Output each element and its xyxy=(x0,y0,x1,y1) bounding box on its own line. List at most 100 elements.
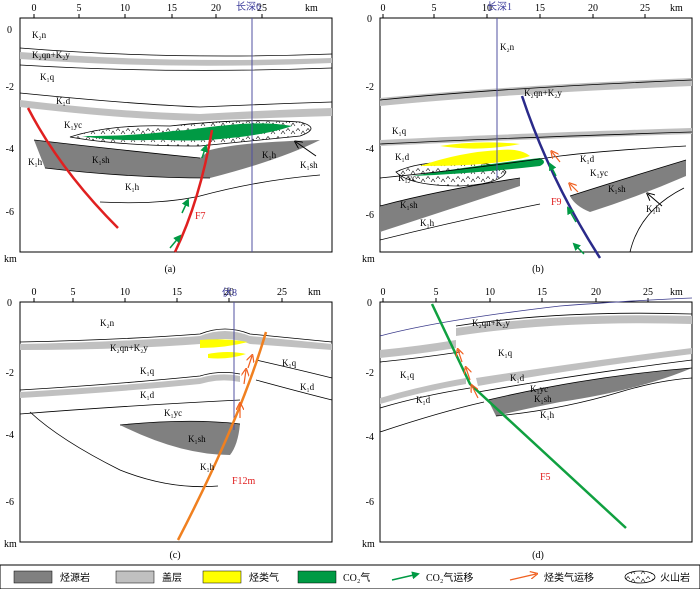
caprock-layer xyxy=(20,100,332,121)
hydrocarbon-migration-arrow xyxy=(570,184,579,193)
legend-item: CO₂气 xyxy=(297,570,370,584)
y-tick-label: -2 xyxy=(366,368,374,379)
panel-c-x-axis: 0 5 10 15 20 25 km xyxy=(32,287,321,302)
caprock-layer xyxy=(456,315,692,336)
x-tick-label: 20 xyxy=(211,3,221,14)
fault-line xyxy=(173,129,214,253)
y-tick-label: -6 xyxy=(366,497,374,508)
formation-label: K₁sh xyxy=(92,155,110,165)
formation-label: K₁d xyxy=(416,395,431,405)
formation-label: K₂n xyxy=(32,30,47,40)
hydrocarbon-gas-zone xyxy=(420,149,530,166)
co2-migration-arrow xyxy=(572,242,585,255)
formation-label: K₁sh xyxy=(534,394,552,404)
legend-label: 火山岩 xyxy=(660,571,690,584)
formation-label: K₁h xyxy=(420,218,435,228)
x-tick-label: 25 xyxy=(277,287,287,298)
panel-d: 0 5 10 15 20 25 km 0 -2 -4 -6 km F5 xyxy=(362,287,693,561)
x-tick-label: 25 xyxy=(643,287,653,298)
legend-item: 火山岩 xyxy=(624,570,690,584)
panel-a: 0 5 10 15 20 25 km 0 -2 -4 -6 km xyxy=(4,1,333,275)
well-label: 伏8 xyxy=(222,286,237,299)
x-tick-label: 20 xyxy=(591,287,601,298)
fault-line xyxy=(430,303,627,529)
legend-label: 烃类气运移 xyxy=(544,571,594,584)
x-tick-label: 15 xyxy=(172,287,182,298)
formation-label: K₁d xyxy=(300,382,315,392)
x-tick-label: 20 xyxy=(224,287,234,298)
panel-d-y-axis: 0 -2 -4 -6 km xyxy=(362,298,375,550)
y-tick-label: 0 xyxy=(367,14,372,25)
formation-label: K₁h xyxy=(200,462,215,472)
panel-c-frame xyxy=(19,301,333,543)
hydrocarbon-migration-arrow xyxy=(248,356,252,369)
x-tick-label: 5 xyxy=(71,287,76,298)
hydrocarbon-gas-swatch xyxy=(202,570,242,584)
formation-label: K₂qn+K₂y xyxy=(110,343,148,353)
panel-a-x-axis: 0 5 10 15 20 25 km xyxy=(32,3,318,18)
legend-label: 盖层 xyxy=(162,571,182,584)
y-tick-label: -2 xyxy=(6,368,14,379)
source-rock-layer xyxy=(380,178,520,232)
formation-label: K₂qn+K₂y xyxy=(32,50,70,60)
y-tick-label: -6 xyxy=(6,497,14,508)
x-tick-label: 0 xyxy=(381,287,386,298)
x-tick-label: 0 xyxy=(32,3,37,14)
formation-label: K₂n xyxy=(500,42,515,52)
formation-label: K₁h xyxy=(262,150,277,160)
formation-label: K₁yc xyxy=(64,120,82,130)
formation-label: K₂qn+K₂y xyxy=(524,88,562,98)
fault-line xyxy=(520,95,602,259)
legend-item: 烃源岩 xyxy=(13,570,90,584)
x-tick-label: 10 xyxy=(485,287,495,298)
well-label: 长深6 xyxy=(236,1,261,13)
source-rock-layer xyxy=(570,160,686,212)
formation-label: K₁d xyxy=(510,373,525,383)
source-rock-layer xyxy=(34,140,320,178)
hydrocarbon-gas-zone xyxy=(440,142,520,149)
x-tick-label: 5 xyxy=(77,3,82,14)
panel-b-y-axis: 0 -2 -4 -6 km xyxy=(362,14,375,265)
panel-caption: (d) xyxy=(532,550,544,561)
formation-label: K₁yc xyxy=(164,408,182,418)
formation-label: K₁h xyxy=(646,204,661,214)
volcanic-rock-swatch xyxy=(624,570,656,584)
y-unit-label: km xyxy=(362,254,375,265)
x-tick-label: 0 xyxy=(381,3,386,14)
x-tick-label: 25 xyxy=(257,3,267,14)
caprock-swatch xyxy=(115,570,155,584)
green-arrow-icon xyxy=(391,571,420,581)
x-tick-label: 10 xyxy=(120,287,130,298)
formation-label: K₁q xyxy=(40,72,55,82)
x-tick-label: 0 xyxy=(32,287,37,298)
hydrocarbon-gas-zone xyxy=(208,352,246,359)
legend: 烃源岩 盖层 烃类气 CO₂气 CO₂气运移 烃类气运移 火山岩 xyxy=(0,564,700,589)
x-tick-label: 25 xyxy=(640,3,650,14)
co2-migration-arrow xyxy=(181,198,190,214)
co2-gas-swatch xyxy=(297,570,337,584)
formation-label: K₁h xyxy=(28,157,43,167)
formation-label: K₁sh xyxy=(188,434,206,444)
formation-label: K₁sh xyxy=(608,184,626,194)
panel-caption: (b) xyxy=(532,264,544,275)
formation-label: K₁d xyxy=(580,154,595,164)
orange-arrow-icon xyxy=(509,574,536,581)
legend-label: CO₂气 xyxy=(343,571,370,584)
formation-label: K₁h xyxy=(540,410,555,420)
panel-b-frame xyxy=(379,17,693,253)
x-tick-label: 10 xyxy=(120,3,130,14)
source-rock-swatch xyxy=(13,570,53,584)
x-unit-label: km xyxy=(305,3,318,14)
y-tick-label: 0 xyxy=(7,25,12,36)
caprock-layer xyxy=(476,348,692,386)
y-tick-label: -4 xyxy=(6,430,14,441)
x-tick-label: 5 xyxy=(432,3,437,14)
y-unit-label: km xyxy=(362,539,375,550)
formation-label: K₁q xyxy=(400,370,415,380)
fault-label: F9 xyxy=(551,197,562,208)
caprock-layer xyxy=(20,52,332,66)
caprock-layer xyxy=(380,340,456,358)
fault-label: F7 xyxy=(195,211,206,222)
co2-migration-arrow xyxy=(200,144,208,159)
